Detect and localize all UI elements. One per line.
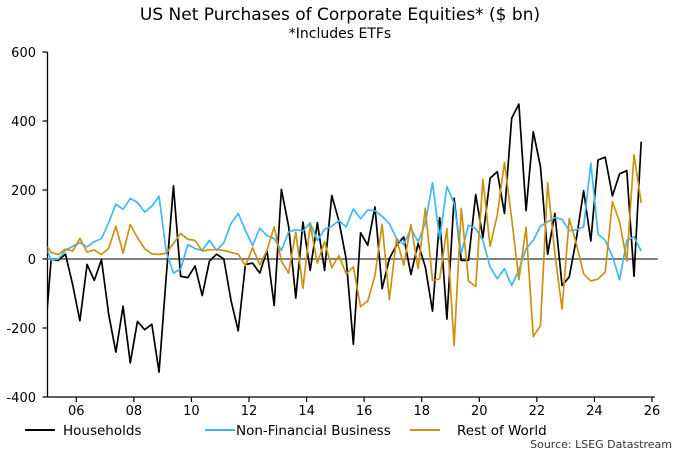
- x-tick-label: 06: [68, 404, 85, 419]
- legend-label-non-financial-business: Non-Financial Business: [236, 423, 391, 439]
- series-group: [47, 103, 643, 374]
- y-tick-label: -200: [6, 322, 36, 337]
- y-tick-label: -400: [6, 391, 36, 406]
- series-line-households: [47, 103, 643, 374]
- y-tick-label: 400: [11, 115, 36, 130]
- x-tick-label: 20: [471, 404, 488, 419]
- legend: Households Non-Financial Business Rest of …: [25, 423, 547, 439]
- x-tick-label: 18: [413, 404, 430, 419]
- chart-subtitle: *Includes ETFs: [289, 26, 391, 42]
- source-note: Source: LSEG Datastream: [530, 438, 672, 451]
- series-line-rest-of-world: [47, 153, 643, 347]
- x-tick-label: 26: [644, 404, 661, 419]
- legend-label-rest-of-world: Rest of World: [457, 423, 547, 439]
- legend-label-households: Households: [63, 423, 141, 439]
- x-tick-label: 10: [183, 404, 200, 419]
- y-tick-label: 0: [28, 253, 36, 268]
- y-axis: 600 400 200 0 -200 -400: [6, 46, 49, 406]
- x-tick-label: 08: [126, 404, 143, 419]
- series-line-non-financial-business: [47, 162, 642, 287]
- y-tick-label: 600: [11, 46, 36, 61]
- x-axis: 06 08 10 12 14 16 18 20 22 24 26: [47, 396, 661, 419]
- x-tick-label: 22: [529, 404, 546, 419]
- x-tick-label: 24: [586, 404, 603, 419]
- y-tick-label: 200: [11, 184, 36, 199]
- chart-title: US Net Purchases of Corporate Equities* …: [140, 5, 540, 25]
- x-tick-label: 12: [241, 404, 258, 419]
- x-tick-label: 14: [298, 404, 315, 419]
- x-tick-label: 16: [356, 404, 373, 419]
